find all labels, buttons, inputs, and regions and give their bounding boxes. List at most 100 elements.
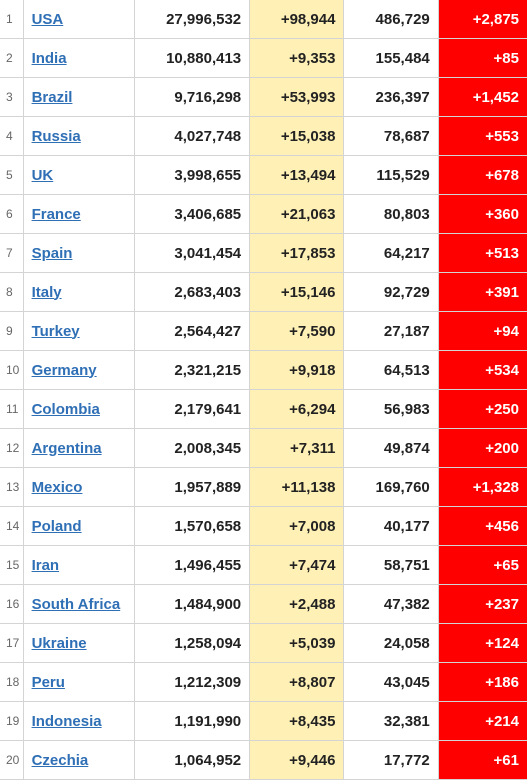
table-row: 4 Russia 4,027,748 +15,038 78,687 +553 bbox=[0, 116, 527, 156]
country-link[interactable]: Spain bbox=[31, 244, 73, 262]
country-link[interactable]: Argentina bbox=[31, 439, 102, 457]
new-cases-cell: +8,807 bbox=[249, 662, 345, 702]
total-deaths-cell: 56,983 bbox=[343, 389, 439, 429]
new-deaths-cell: +65 bbox=[437, 545, 527, 585]
country-link[interactable]: India bbox=[31, 49, 67, 67]
country-link[interactable]: Brazil bbox=[31, 88, 73, 106]
rank-cell: 15 bbox=[0, 545, 24, 585]
country-cell: Colombia bbox=[22, 389, 136, 429]
total-deaths-cell: 80,803 bbox=[343, 194, 439, 234]
total-deaths-cell: 486,729 bbox=[343, 0, 439, 39]
country-link[interactable]: Russia bbox=[31, 127, 81, 145]
country-cell: France bbox=[22, 194, 136, 234]
rank-cell: 3 bbox=[0, 77, 24, 117]
table-row: 5 UK 3,998,655 +13,494 115,529 +678 bbox=[0, 155, 527, 195]
country-cell: Peru bbox=[22, 662, 136, 702]
country-cell: South Africa bbox=[22, 584, 136, 624]
country-link[interactable]: UK bbox=[31, 166, 54, 184]
total-cases-cell: 2,321,215 bbox=[134, 350, 251, 390]
new-cases-cell: +17,853 bbox=[249, 233, 345, 273]
total-deaths-cell: 92,729 bbox=[343, 272, 439, 312]
new-deaths-cell: +513 bbox=[437, 233, 527, 273]
new-deaths-cell: +391 bbox=[437, 272, 527, 312]
table-row: 8 Italy 2,683,403 +15,146 92,729 +391 bbox=[0, 272, 527, 312]
new-deaths-cell: +2,875 bbox=[437, 0, 527, 39]
rank-cell: 9 bbox=[0, 311, 24, 351]
total-deaths-cell: 169,760 bbox=[343, 467, 439, 507]
new-deaths-cell: +186 bbox=[437, 662, 527, 702]
country-cell: Spain bbox=[22, 233, 136, 273]
total-deaths-cell: 17,772 bbox=[343, 740, 439, 780]
total-cases-cell: 1,484,900 bbox=[134, 584, 251, 624]
rank-cell: 14 bbox=[0, 506, 24, 546]
table-row: 13 Mexico 1,957,889 +11,138 169,760 +1,328 bbox=[0, 467, 527, 507]
country-link[interactable]: Czechia bbox=[31, 751, 89, 769]
country-link[interactable]: Indonesia bbox=[31, 712, 102, 730]
new-cases-cell: +7,311 bbox=[249, 428, 345, 468]
country-cell: Italy bbox=[22, 272, 136, 312]
country-cell: India bbox=[22, 38, 136, 78]
new-cases-cell: +98,944 bbox=[249, 0, 345, 39]
table-row: 2 India 10,880,413 +9,353 155,484 +85 bbox=[0, 38, 527, 78]
table-row: 16 South Africa 1,484,900 +2,488 47,382 +237 bbox=[0, 584, 527, 624]
country-cell: USA bbox=[22, 0, 136, 39]
total-cases-cell: 3,406,685 bbox=[134, 194, 251, 234]
table-row: 7 Spain 3,041,454 +17,853 64,217 +513 bbox=[0, 233, 527, 273]
new-cases-cell: +11,138 bbox=[249, 467, 345, 507]
country-link[interactable]: Ukraine bbox=[31, 634, 87, 652]
country-link[interactable]: Italy bbox=[31, 283, 62, 301]
country-link[interactable]: Mexico bbox=[31, 478, 83, 496]
rank-cell: 1 bbox=[0, 0, 24, 39]
new-cases-cell: +6,294 bbox=[249, 389, 345, 429]
country-link[interactable]: USA bbox=[31, 10, 64, 28]
new-cases-cell: +15,038 bbox=[249, 116, 345, 156]
new-cases-cell: +9,446 bbox=[249, 740, 345, 780]
total-cases-cell: 1,570,658 bbox=[134, 506, 251, 546]
new-cases-cell: +7,590 bbox=[249, 311, 345, 351]
table-row: 6 France 3,406,685 +21,063 80,803 +360 bbox=[0, 194, 527, 234]
country-cell: Czechia bbox=[22, 740, 136, 780]
country-link[interactable]: Iran bbox=[31, 556, 60, 574]
country-cell: UK bbox=[22, 155, 136, 195]
rank-cell: 8 bbox=[0, 272, 24, 312]
new-deaths-cell: +456 bbox=[437, 506, 527, 546]
total-deaths-cell: 40,177 bbox=[343, 506, 439, 546]
country-cell: Ukraine bbox=[22, 623, 136, 663]
total-cases-cell: 1,212,309 bbox=[134, 662, 251, 702]
new-deaths-cell: +237 bbox=[437, 584, 527, 624]
total-deaths-cell: 64,513 bbox=[343, 350, 439, 390]
rank-cell: 20 bbox=[0, 740, 24, 780]
country-link[interactable]: Colombia bbox=[31, 400, 100, 418]
total-deaths-cell: 43,045 bbox=[343, 662, 439, 702]
total-cases-cell: 1,191,990 bbox=[134, 701, 251, 741]
new-cases-cell: +9,918 bbox=[249, 350, 345, 390]
new-cases-cell: +7,474 bbox=[249, 545, 345, 585]
total-cases-cell: 2,564,427 bbox=[134, 311, 251, 351]
country-link[interactable]: South Africa bbox=[31, 595, 121, 613]
country-cell: Brazil bbox=[22, 77, 136, 117]
total-deaths-cell: 27,187 bbox=[343, 311, 439, 351]
total-cases-cell: 2,179,641 bbox=[134, 389, 251, 429]
rank-cell: 17 bbox=[0, 623, 24, 663]
rank-cell: 19 bbox=[0, 701, 24, 741]
new-deaths-cell: +1,328 bbox=[437, 467, 527, 507]
new-cases-cell: +53,993 bbox=[249, 77, 345, 117]
new-cases-cell: +5,039 bbox=[249, 623, 345, 663]
country-link[interactable]: Peru bbox=[31, 673, 65, 691]
new-deaths-cell: +200 bbox=[437, 428, 527, 468]
country-cell: Mexico bbox=[22, 467, 136, 507]
table-row: 18 Peru 1,212,309 +8,807 43,045 +186 bbox=[0, 662, 527, 702]
country-link[interactable]: Poland bbox=[31, 517, 82, 535]
new-deaths-cell: +94 bbox=[437, 311, 527, 351]
total-deaths-cell: 115,529 bbox=[343, 155, 439, 195]
country-link[interactable]: France bbox=[31, 205, 81, 223]
total-cases-cell: 2,683,403 bbox=[134, 272, 251, 312]
new-deaths-cell: +85 bbox=[437, 38, 527, 78]
country-link[interactable]: Germany bbox=[31, 361, 97, 379]
rank-cell: 5 bbox=[0, 155, 24, 195]
new-deaths-cell: +250 bbox=[437, 389, 527, 429]
new-cases-cell: +8,435 bbox=[249, 701, 345, 741]
country-link[interactable]: Turkey bbox=[31, 322, 80, 340]
